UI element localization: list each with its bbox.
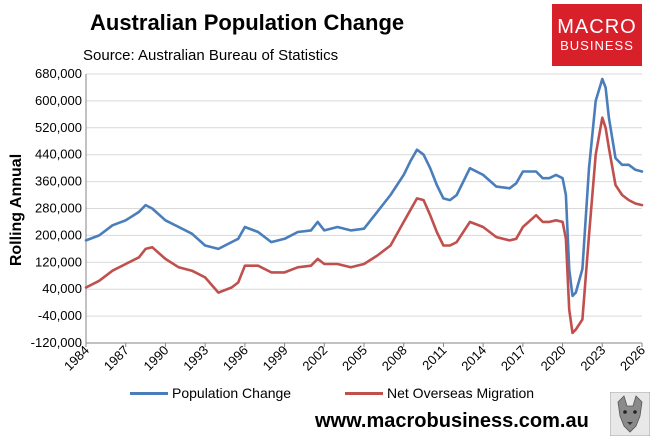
legend-item-migration: Net Overseas Migration <box>345 385 534 401</box>
y-tick-label: 440,000 <box>35 147 82 162</box>
chart-title: Australian Population Change <box>90 10 405 35</box>
y-tick-label: 360,000 <box>35 174 82 189</box>
y-tick-label: 280,000 <box>35 201 82 216</box>
y-tick-label: 680,000 <box>35 66 82 81</box>
x-tick-label: 2014 <box>458 343 489 374</box>
y-tick-label: 120,000 <box>35 254 82 269</box>
logo-line1: MACRO <box>557 16 637 38</box>
macrobusiness-logo: MACRO BUSINESS <box>552 4 642 66</box>
x-tick-label: 1990 <box>140 343 171 374</box>
legend: Population Change Net Overseas Migration <box>130 385 570 405</box>
legend-label-population: Population Change <box>172 385 292 401</box>
x-tick-label: 2017 <box>498 343 529 374</box>
y-tick-label: 200,000 <box>35 227 82 242</box>
x-tick-label: 2026 <box>617 343 648 374</box>
series-line-migration <box>84 116 644 335</box>
website-url: www.macrobusiness.com.au <box>315 410 589 432</box>
x-tick-label: 2005 <box>339 343 370 374</box>
y-tick-label: -120,000 <box>31 335 82 350</box>
y-tick-label: 40,000 <box>42 281 82 296</box>
x-tick-label: 2023 <box>577 343 608 374</box>
y-tick-label: -40,000 <box>38 308 82 323</box>
chart-subtitle: Source: Australian Bureau of Statistics <box>83 47 339 64</box>
legend-label-migration: Net Overseas Migration <box>387 385 535 401</box>
x-tick-label: 2020 <box>538 343 569 374</box>
y-tick-label: 600,000 <box>35 93 82 108</box>
legend-item-population: Population Change <box>130 385 291 401</box>
wolf-icon <box>610 392 650 436</box>
y-tick-label: 520,000 <box>35 120 82 135</box>
x-tick-label: 1993 <box>180 343 211 374</box>
x-tick-label: 2002 <box>299 343 330 374</box>
logo-line2: BUSINESS <box>560 38 634 53</box>
legend-swatch-population <box>130 391 168 395</box>
x-tick-label: 2011 <box>419 343 449 373</box>
x-tick-label: 2008 <box>379 343 410 374</box>
x-tick-label: 1996 <box>220 343 251 374</box>
x-tick-label: 1987 <box>101 343 132 374</box>
legend-swatch-migration <box>345 391 383 395</box>
x-tick-label: 1999 <box>260 343 291 374</box>
series-line-population <box>84 77 644 298</box>
